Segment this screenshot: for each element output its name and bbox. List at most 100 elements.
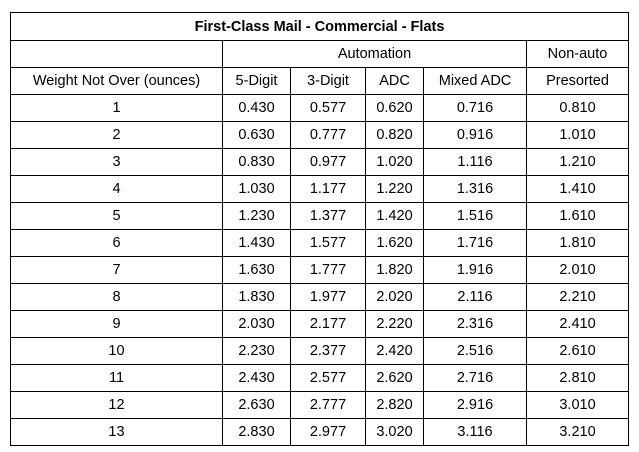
adc-cell: 2.420 [365,337,424,365]
three-digit-cell: 0.577 [290,94,366,122]
weight-cell: 1 [10,94,223,122]
column-header-presorted: Presorted [525,67,630,95]
presorted-cell: 1.810 [525,229,630,257]
presorted-cell: 2.410 [525,310,630,338]
three-digit-cell: 1.777 [290,256,366,284]
table-title: First-Class Mail - Commercial - Flats [9,12,630,41]
weight-cell: 4 [10,175,223,203]
adc-cell: 2.620 [365,364,424,392]
mixed-adc-cell: 2.316 [423,310,527,338]
five-digit-cell: 0.430 [222,94,291,122]
group-header-row: Automation Non-auto [10,40,630,68]
table-row: 3 0.830 0.977 1.020 1.116 1.210 [10,148,630,176]
empty-header-cell [10,40,223,68]
three-digit-cell: 1.377 [290,202,366,230]
adc-cell: 1.220 [365,175,424,203]
five-digit-cell: 1.830 [222,283,291,311]
five-digit-cell: 1.430 [222,229,291,257]
non-auto-group-header: Non-auto [525,40,630,68]
three-digit-cell: 1.577 [290,229,366,257]
weight-cell: 12 [10,391,223,419]
weight-cell: 9 [10,310,223,338]
mixed-adc-cell: 1.116 [423,148,527,176]
column-header-3-digit: 3-Digit [290,67,366,95]
column-header-row: Weight Not Over (ounces) 5-Digit 3-Digit… [10,67,630,95]
title-row: First-Class Mail - Commercial - Flats [9,12,630,41]
five-digit-cell: 2.030 [222,310,291,338]
table-row: 13 2.830 2.977 3.020 3.116 3.210 [10,418,630,446]
three-digit-cell: 2.577 [290,364,366,392]
automation-group-header: Automation [222,40,527,68]
three-digit-cell: 2.777 [290,391,366,419]
weight-cell: 13 [10,418,223,446]
three-digit-cell: 0.777 [290,121,366,149]
mixed-adc-cell: 0.916 [423,121,527,149]
three-digit-cell: 2.177 [290,310,366,338]
three-digit-cell: 2.377 [290,337,366,365]
five-digit-cell: 0.830 [222,148,291,176]
weight-cell: 5 [10,202,223,230]
adc-cell: 3.020 [365,418,424,446]
three-digit-cell: 0.977 [290,148,366,176]
five-digit-cell: 0.630 [222,121,291,149]
presorted-cell: 2.610 [525,337,630,365]
table-row: 5 1.230 1.377 1.420 1.516 1.610 [10,202,630,230]
adc-cell: 1.620 [365,229,424,257]
mixed-adc-cell: 2.516 [423,337,527,365]
weight-cell: 3 [10,148,223,176]
column-header-5-digit: 5-Digit [222,67,291,95]
column-header-adc: ADC [365,67,424,95]
table-row: 11 2.430 2.577 2.620 2.716 2.810 [10,364,630,392]
presorted-cell: 1.410 [525,175,630,203]
presorted-cell: 2.210 [525,283,630,311]
adc-cell: 0.620 [365,94,424,122]
rate-table: First-Class Mail - Commercial - Flats Au… [9,12,630,446]
five-digit-cell: 1.230 [222,202,291,230]
table-row: 2 0.630 0.777 0.820 0.916 1.010 [10,121,630,149]
presorted-cell: 2.010 [525,256,630,284]
adc-cell: 2.020 [365,283,424,311]
adc-cell: 2.220 [365,310,424,338]
presorted-cell: 3.010 [525,391,630,419]
five-digit-cell: 1.030 [222,175,291,203]
three-digit-cell: 1.977 [290,283,366,311]
column-header-mixed-adc: Mixed ADC [423,67,527,95]
adc-cell: 1.020 [365,148,424,176]
table-row: 9 2.030 2.177 2.220 2.316 2.410 [10,310,630,338]
adc-cell: 0.820 [365,121,424,149]
table-row: 8 1.830 1.977 2.020 2.116 2.210 [10,283,630,311]
presorted-cell: 2.810 [525,364,630,392]
presorted-cell: 0.810 [525,94,630,122]
mixed-adc-cell: 2.716 [423,364,527,392]
presorted-cell: 1.010 [525,121,630,149]
weight-cell: 8 [10,283,223,311]
adc-cell: 2.820 [365,391,424,419]
adc-cell: 1.820 [365,256,424,284]
weight-cell: 11 [10,364,223,392]
rate-rows: 1 0.430 0.577 0.620 0.716 0.810 2 0.630 0.777 0.8… [10,94,630,446]
five-digit-cell: 1.630 [222,256,291,284]
mixed-adc-cell: 3.116 [423,418,527,446]
mixed-adc-cell: 1.516 [423,202,527,230]
table-row: 10 2.230 2.377 2.420 2.516 2.610 [10,337,630,365]
table-row: 12 2.630 2.777 2.820 2.916 3.010 [10,391,630,419]
weight-cell: 2 [10,121,223,149]
mixed-adc-cell: 0.716 [423,94,527,122]
mixed-adc-cell: 1.716 [423,229,527,257]
five-digit-cell: 2.830 [222,418,291,446]
table-row: 4 1.030 1.177 1.220 1.316 1.410 [10,175,630,203]
three-digit-cell: 2.977 [290,418,366,446]
table-row: 6 1.430 1.577 1.620 1.716 1.810 [10,229,630,257]
three-digit-cell: 1.177 [290,175,366,203]
weight-cell: 7 [10,256,223,284]
table-row: 7 1.630 1.777 1.820 1.916 2.010 [10,256,630,284]
five-digit-cell: 2.630 [222,391,291,419]
presorted-cell: 1.210 [525,148,630,176]
mixed-adc-cell: 1.916 [423,256,527,284]
table-row: 1 0.430 0.577 0.620 0.716 0.810 [10,94,630,122]
weight-cell: 6 [10,229,223,257]
presorted-cell: 3.210 [525,418,630,446]
adc-cell: 1.420 [365,202,424,230]
five-digit-cell: 2.430 [222,364,291,392]
presorted-cell: 1.610 [525,202,630,230]
